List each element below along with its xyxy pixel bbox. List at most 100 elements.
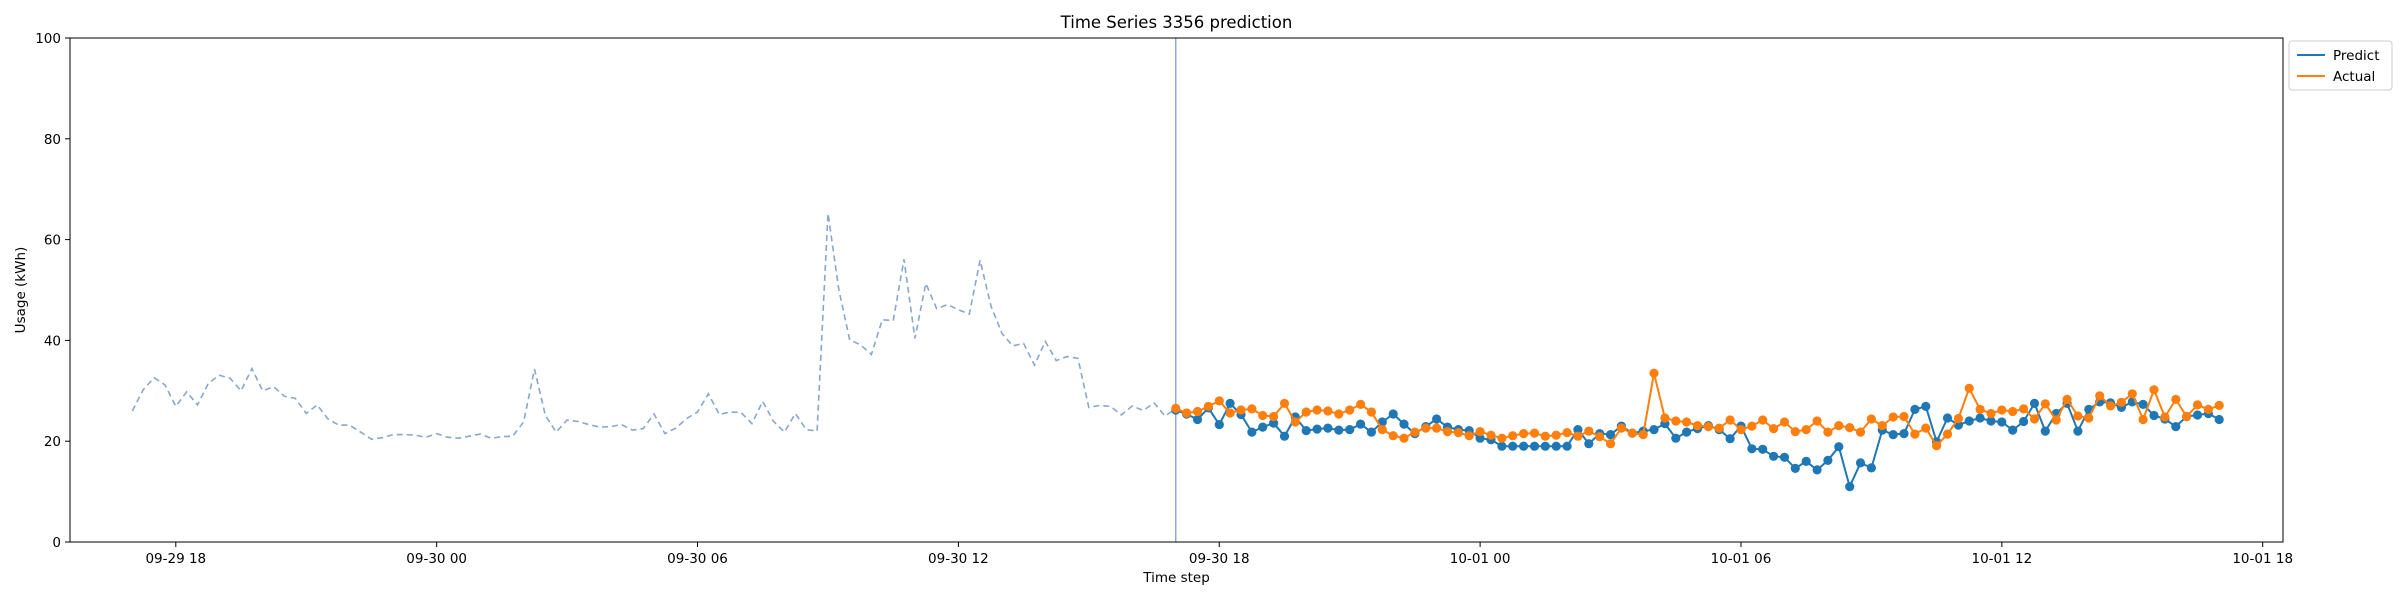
predict-point	[2149, 410, 2159, 421]
y-tick-label: 60	[44, 233, 61, 249]
predict-point	[1529, 441, 1540, 451]
predict-point	[1986, 416, 1996, 426]
actual-point	[1758, 415, 1768, 425]
actual-point	[1171, 403, 1181, 413]
actual-point	[1584, 426, 1594, 436]
actual-point	[1899, 411, 1909, 422]
actual-point	[1475, 427, 1485, 437]
predict-point	[2008, 425, 2018, 435]
predict-point	[1975, 413, 1985, 423]
actual-point	[1214, 396, 1224, 406]
predict-point	[1225, 398, 1235, 408]
actual-point	[1834, 421, 1844, 431]
predict-point	[1866, 463, 1876, 473]
actual-point	[2095, 391, 2105, 401]
actual-point	[1921, 423, 1931, 433]
actual-point	[1790, 427, 1800, 437]
predict-point	[1301, 426, 1311, 436]
y-tick-label: 20	[44, 434, 61, 450]
actual-point	[1377, 425, 1387, 435]
actual-point	[1692, 421, 1703, 431]
chart-title: Time Series 3356 prediction	[1060, 13, 1293, 32]
actual-point	[1725, 415, 1735, 425]
predict-point	[1834, 442, 1844, 452]
predict-point	[1779, 452, 1790, 462]
y-tick-label: 100	[35, 31, 61, 47]
actual-point	[1453, 428, 1463, 438]
actual-point	[2008, 406, 2018, 417]
actual-point	[1192, 406, 1203, 417]
predict-point	[1790, 463, 1800, 473]
predict-point	[1855, 458, 1866, 468]
predict-point	[1942, 413, 1953, 423]
predict-point	[1551, 441, 1561, 451]
predict-point	[1682, 427, 1692, 437]
predict-point	[2029, 398, 2040, 408]
actual-point	[1671, 416, 1681, 426]
predict-point	[1540, 441, 1550, 451]
actual-point	[2182, 411, 2192, 422]
predict-point	[1671, 433, 1681, 443]
predict-point	[1801, 456, 1811, 466]
predict-point	[1334, 425, 1344, 435]
actual-point	[1605, 439, 1616, 449]
actual-point	[2062, 394, 2072, 404]
actual-point	[1442, 427, 1453, 437]
predict-point	[1964, 416, 1974, 426]
predict-point	[1475, 433, 1485, 443]
actual-point	[1986, 408, 1996, 419]
predict-point	[1812, 465, 1822, 475]
actual-point	[1269, 411, 1279, 422]
actual-point	[1486, 430, 1496, 440]
actual-point	[2116, 397, 2126, 407]
actual-point	[1649, 368, 1659, 378]
predict-point	[1258, 422, 1268, 432]
y-axis-label: Usage (kWh)	[13, 247, 29, 334]
actual-point	[1279, 398, 1290, 408]
actual-point	[1366, 407, 1376, 417]
predict-point	[1584, 439, 1594, 449]
actual-point	[1203, 401, 1213, 411]
axes-frame	[69, 37, 2284, 543]
predict-point	[1747, 444, 1757, 454]
actual-point	[1801, 425, 1811, 435]
predict-point	[1649, 425, 1659, 435]
x-tick-label: 10-01 00	[1450, 551, 1511, 567]
x-axis-label: Time step	[1142, 570, 1210, 586]
actual-point	[2214, 400, 2224, 410]
predict-point	[1192, 414, 1203, 425]
actual-point	[1345, 405, 1355, 415]
x-axis-ticks: 09-29 18 09-30 00 09-30 06 09-30 12 09-30 18…	[145, 542, 2293, 567]
actual-point	[1932, 441, 1942, 451]
actual-point	[1845, 423, 1855, 433]
actual-point	[1779, 417, 1790, 427]
predict-point	[1845, 482, 1855, 492]
actual-point	[1573, 431, 1583, 441]
actual-point	[1301, 407, 1311, 417]
actual-point	[1660, 413, 1670, 423]
actual-point	[1388, 431, 1398, 441]
actual-point	[1975, 404, 1985, 414]
actual-point	[1247, 404, 1257, 414]
predict-point	[1269, 418, 1279, 428]
predict-point	[1823, 455, 1833, 465]
actual-point	[1399, 433, 1409, 443]
x-tick-label: 10-01 06	[1711, 551, 1772, 567]
actual-point	[1225, 408, 1235, 418]
actual-point	[2073, 411, 2083, 421]
predict-point	[1323, 423, 1333, 433]
actual-point	[2019, 404, 2029, 414]
actual-point	[2160, 412, 2170, 422]
predict-point	[1573, 425, 1583, 435]
y-axis-ticks: 0 20 40 60 80 100	[35, 31, 70, 551]
actual-point	[1356, 399, 1366, 409]
actual-point	[1508, 431, 1518, 441]
actual-point	[1714, 423, 1724, 433]
predict-point	[1888, 430, 1898, 440]
predict-point	[2040, 426, 2050, 436]
predict-point	[1214, 420, 1224, 430]
actual-point	[1595, 432, 1605, 442]
actual-point	[1823, 427, 1833, 437]
predict-point	[1605, 430, 1616, 440]
